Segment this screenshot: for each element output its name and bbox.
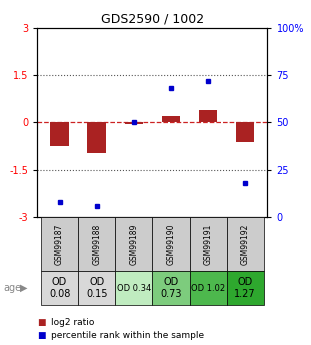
Bar [152,217,189,271]
Bar [124,122,143,124]
Text: OD
0.15: OD 0.15 [86,277,108,299]
Bar [78,217,115,271]
Text: GSM99187: GSM99187 [55,224,64,265]
Bar [115,217,152,271]
Bar [199,110,217,122]
Text: GSM99188: GSM99188 [92,224,101,265]
Bar [236,122,254,142]
Bar [78,271,115,305]
Title: GDS2590 / 1002: GDS2590 / 1002 [101,12,204,25]
Text: OD 1.02: OD 1.02 [191,284,225,293]
Bar [227,217,264,271]
Text: GSM99192: GSM99192 [241,224,250,265]
Bar [152,271,189,305]
Bar [41,271,78,305]
Text: OD 0.34: OD 0.34 [117,284,151,293]
Text: OD
0.08: OD 0.08 [49,277,70,299]
Text: ■: ■ [37,318,46,327]
Text: GSM99191: GSM99191 [204,224,213,265]
Bar [189,271,227,305]
Bar [87,122,106,152]
Bar [115,271,152,305]
Text: age: age [3,283,21,293]
Text: percentile rank within the sample: percentile rank within the sample [51,331,204,340]
Text: ▶: ▶ [20,283,28,293]
Text: ■: ■ [37,331,46,340]
Bar [227,271,264,305]
Text: OD
1.27: OD 1.27 [234,277,256,299]
Bar [50,122,69,146]
Bar [41,217,78,271]
Bar [162,116,180,122]
Text: GSM99190: GSM99190 [166,223,175,265]
Text: log2 ratio: log2 ratio [51,318,95,327]
Text: OD
0.73: OD 0.73 [160,277,182,299]
Bar [189,217,227,271]
Text: GSM99189: GSM99189 [129,224,138,265]
